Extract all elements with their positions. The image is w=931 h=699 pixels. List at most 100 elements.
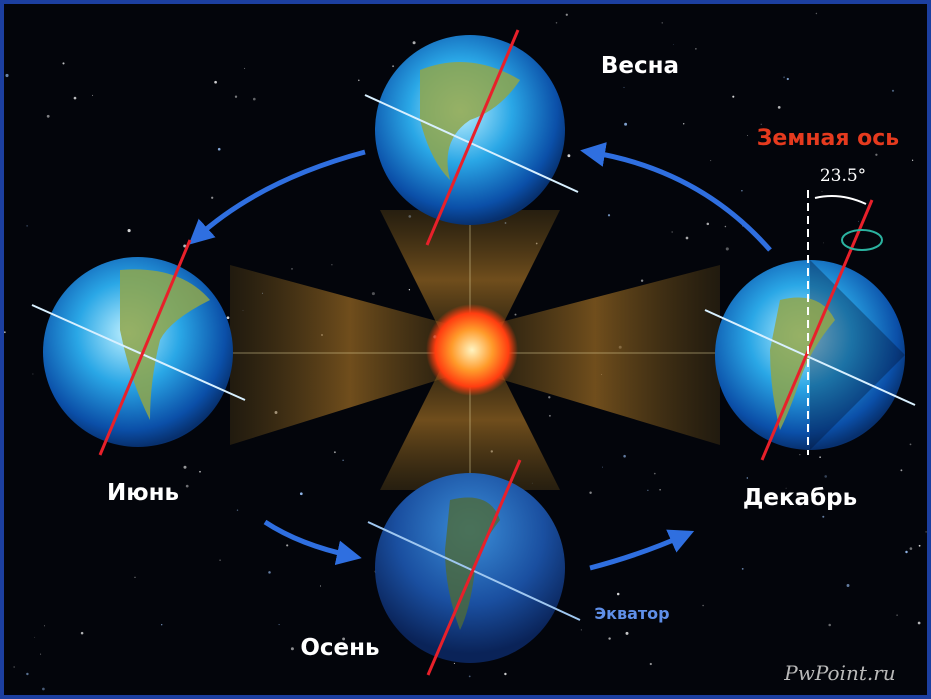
star xyxy=(695,48,696,49)
star xyxy=(858,221,859,222)
star xyxy=(761,124,762,125)
star xyxy=(624,87,625,88)
star xyxy=(556,22,558,24)
star xyxy=(413,41,416,44)
star xyxy=(279,624,280,625)
star xyxy=(320,585,321,586)
star xyxy=(741,190,742,191)
star xyxy=(244,68,245,69)
star xyxy=(641,279,643,281)
star xyxy=(549,415,551,417)
star xyxy=(237,510,238,511)
star xyxy=(183,466,186,469)
star xyxy=(892,90,894,92)
star xyxy=(659,489,661,491)
star xyxy=(747,135,748,136)
star xyxy=(291,268,293,270)
star xyxy=(358,80,360,82)
star xyxy=(268,571,271,574)
star xyxy=(548,396,550,398)
star xyxy=(624,123,627,126)
star xyxy=(925,531,926,532)
star xyxy=(567,154,570,157)
sun xyxy=(426,304,518,396)
star xyxy=(608,637,610,639)
star xyxy=(515,314,517,316)
star xyxy=(26,225,27,226)
star xyxy=(910,444,912,446)
star xyxy=(134,577,135,578)
star xyxy=(912,160,913,161)
star xyxy=(42,688,45,691)
star xyxy=(40,654,41,655)
star xyxy=(454,663,455,664)
star xyxy=(900,469,902,471)
star xyxy=(822,191,823,192)
star xyxy=(300,492,303,495)
star xyxy=(14,667,15,668)
star xyxy=(686,237,689,240)
star xyxy=(253,98,256,101)
star xyxy=(702,605,704,607)
season-label: Декабрь xyxy=(743,485,857,511)
star xyxy=(617,593,620,596)
star xyxy=(824,475,827,478)
star xyxy=(608,214,610,216)
star xyxy=(828,624,831,627)
star xyxy=(783,76,785,78)
star xyxy=(725,226,727,228)
star xyxy=(710,160,711,161)
slide: Весна Июнь Декабрь Осень Земная ось 23.5… xyxy=(0,0,931,699)
season-label: Весна xyxy=(601,53,679,79)
star xyxy=(566,14,568,16)
star xyxy=(128,229,131,232)
star xyxy=(799,454,800,455)
star xyxy=(392,65,394,67)
star xyxy=(342,460,343,461)
star xyxy=(602,467,603,468)
star xyxy=(623,455,626,458)
star xyxy=(62,62,64,64)
equator-label: Экватор xyxy=(594,604,669,623)
star xyxy=(875,154,877,156)
watermark: PwPoint.ru xyxy=(783,661,895,685)
star xyxy=(199,471,201,473)
star xyxy=(504,673,506,675)
star xyxy=(819,456,821,458)
star xyxy=(235,96,237,98)
star xyxy=(823,243,824,244)
star xyxy=(219,559,221,561)
star xyxy=(847,584,850,587)
star xyxy=(905,551,907,553)
star xyxy=(683,123,684,124)
season-label: Осень xyxy=(300,635,379,661)
star xyxy=(747,477,748,478)
axis-title: Земная ось xyxy=(757,126,899,151)
star xyxy=(34,637,35,638)
star xyxy=(650,663,652,665)
star xyxy=(896,614,898,616)
star xyxy=(32,374,33,375)
star xyxy=(672,232,673,233)
star xyxy=(186,485,189,488)
star xyxy=(778,106,781,109)
star xyxy=(211,197,213,199)
season-label: Июнь xyxy=(107,480,179,506)
star xyxy=(787,78,789,80)
star xyxy=(4,331,6,333)
star xyxy=(92,95,93,96)
star xyxy=(331,264,332,265)
star xyxy=(286,544,288,546)
star xyxy=(26,673,28,675)
star xyxy=(626,632,629,635)
star xyxy=(47,115,50,118)
star xyxy=(918,622,921,625)
star xyxy=(227,316,230,319)
star xyxy=(910,547,913,550)
star xyxy=(726,247,729,250)
star xyxy=(662,22,663,23)
star xyxy=(919,545,921,547)
star xyxy=(673,44,674,45)
star xyxy=(654,473,656,475)
star xyxy=(161,624,162,625)
